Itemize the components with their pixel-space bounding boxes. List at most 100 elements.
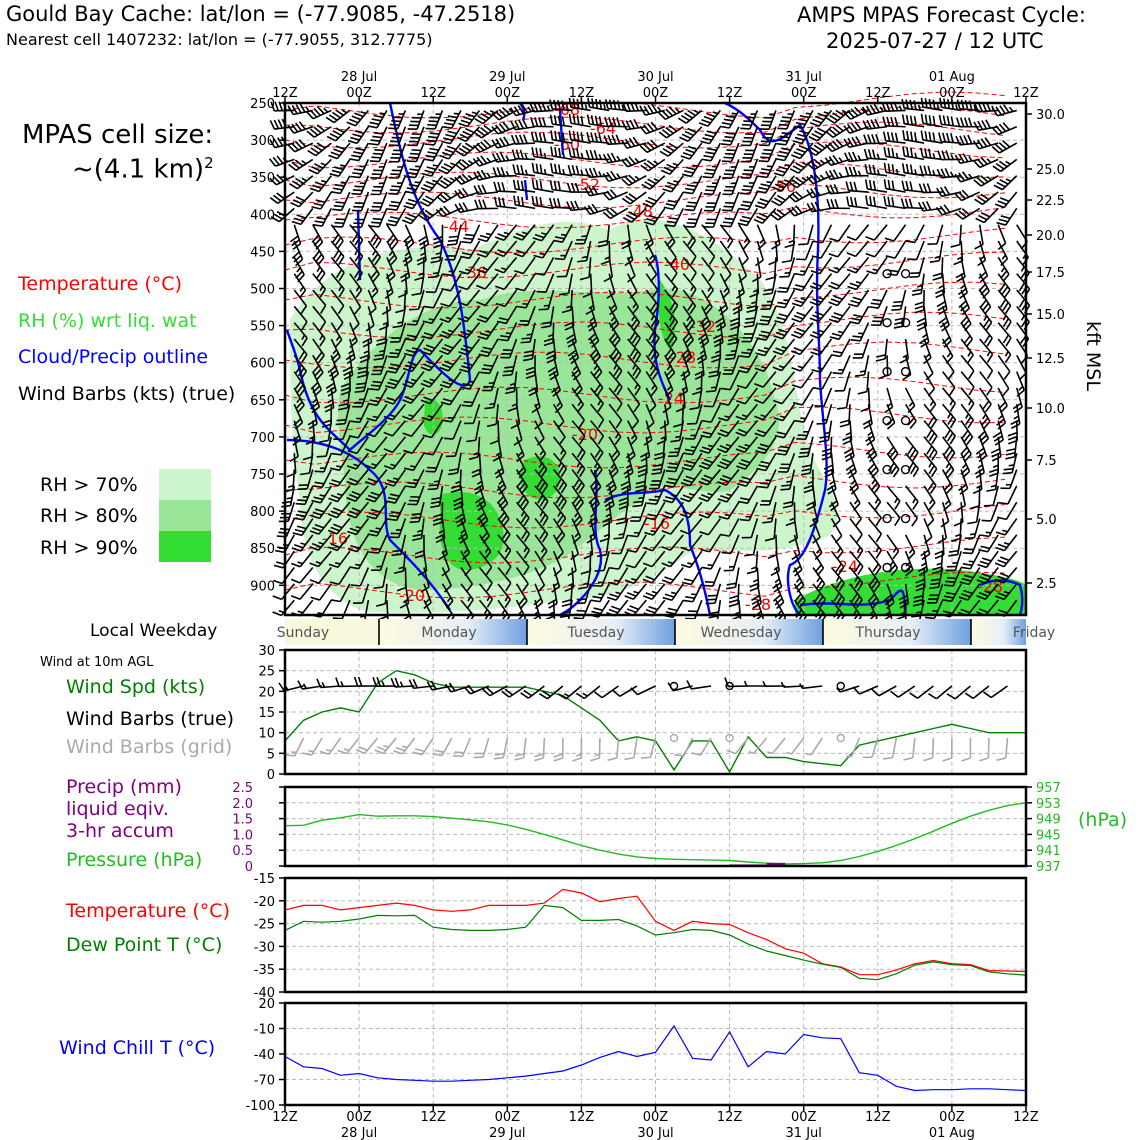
- wind-barb-feather: [350, 544, 360, 549]
- wind-barb: [477, 224, 499, 243]
- wind-barb-half-feather: [503, 231, 510, 235]
- wind-barb-feather: [568, 147, 572, 157]
- wind-barb-feather: [370, 139, 381, 142]
- wind-barb-shaft: [411, 436, 425, 454]
- wind-barb-feather: [664, 593, 675, 598]
- wind-barb-feather: [314, 163, 324, 169]
- wind-barb-feather: [868, 164, 872, 174]
- wind-barb: [369, 142, 388, 163]
- wind-barb-shaft: [867, 157, 888, 161]
- wind-barb-feather: [496, 483, 505, 492]
- wind-barb-half-feather: [582, 255, 588, 259]
- wind-barb-feather: [726, 586, 736, 590]
- wind-barb-feather: [497, 249, 507, 255]
- wind-barb: [349, 289, 362, 315]
- wind-barb-half-feather: [821, 418, 828, 422]
- wind-barb-feather: [834, 198, 839, 209]
- wind-barb-shaft: [552, 550, 563, 570]
- wind-barb-feather: [891, 197, 895, 207]
- wind-barb-feather: [334, 237, 342, 246]
- wind-barb: [407, 126, 425, 147]
- wind-barb-feather: [759, 482, 770, 485]
- wind-barb: [547, 583, 558, 609]
- wind-barb-feather: [887, 273, 897, 277]
- wind-barb: [552, 534, 564, 560]
- wind-barb-feather: [373, 357, 384, 361]
- wind-barb-half-feather: [921, 562, 927, 567]
- wind-barb-feather: [874, 118, 880, 129]
- wind-barb-shaft: [330, 305, 344, 324]
- wind-barb: [418, 207, 443, 222]
- wind-barb-feather: [760, 156, 770, 159]
- wind-barb-feather: [579, 468, 586, 478]
- wind-barb-half-feather: [524, 169, 528, 176]
- wind-barb-feather: [497, 181, 502, 192]
- wind-barb: [478, 583, 494, 608]
- wind-barb-feather: [869, 196, 873, 206]
- cell-size-value: ~(4.1 km)2: [72, 154, 214, 185]
- wind-barb-feather: [369, 160, 380, 163]
- wind-barb-feather: [539, 180, 543, 191]
- wind-barb-half-feather: [766, 181, 772, 184]
- wind-barb-feather: [420, 350, 431, 356]
- wind-barb-feather: [513, 106, 521, 116]
- wind-barb: [454, 158, 480, 171]
- wind-barb-shaft: [832, 126, 851, 139]
- legend-pressure: Pressure (hPa): [66, 849, 203, 871]
- wind-barb-shaft: [462, 158, 480, 171]
- wind-barb-feather: [312, 485, 323, 489]
- wind-barb-feather: [391, 240, 399, 250]
- wind-barb-feather: [312, 184, 322, 190]
- wind-barb: [288, 175, 314, 190]
- wind-barb-feather: [405, 338, 415, 342]
- wind-barb-feather: [330, 543, 341, 549]
- wind-barb-half-feather: [879, 106, 884, 112]
- wind-barb-feather: [367, 533, 378, 537]
- wind-barb-feather: [905, 180, 909, 191]
- wind-barb: [291, 599, 314, 617]
- wind-barb-feather: [800, 447, 810, 450]
- wind-barb-feather: [665, 611, 676, 615]
- wind-barb: [454, 502, 466, 528]
- wind-barb: [494, 256, 518, 274]
- wind-barb-shaft: [432, 436, 444, 456]
- wind-barb-shaft: [589, 273, 593, 294]
- wind-barb: [436, 191, 462, 204]
- wind-barb-feather: [427, 123, 437, 127]
- wind-barb-feather: [474, 488, 484, 495]
- wind-barb: [702, 159, 722, 179]
- wind-barb-feather: [551, 586, 560, 593]
- wind-barb: [548, 197, 573, 210]
- wind-barb-half-feather: [675, 435, 681, 439]
- wind-barb-feather: [904, 198, 909, 208]
- wind-barb-half-feather: [690, 446, 697, 449]
- wind-barb-feather: [402, 432, 412, 438]
- wind-barb-feather: [494, 124, 503, 133]
- wind-barb: [703, 175, 722, 196]
- wind-barb-half-feather: [388, 250, 394, 257]
- wind-barb: [349, 256, 363, 282]
- wind-barb: [513, 224, 536, 241]
- isotherm-line: [284, 206, 1006, 229]
- wind-barb-feather: [411, 149, 421, 152]
- wind-barb-feather: [390, 363, 400, 367]
- wind-barb: [420, 354, 444, 372]
- wind-barb: [342, 355, 354, 381]
- wind-barb-shaft: [386, 289, 392, 310]
- wind-barb-feather: [439, 193, 448, 201]
- wind-barb-feather: [409, 520, 420, 524]
- wind-barb-feather: [289, 235, 299, 243]
- wind-barb-feather: [324, 407, 334, 413]
- wind-barb-half-feather: [928, 462, 933, 468]
- wind-barb-feather: [270, 216, 280, 223]
- wind-barb-feather: [457, 301, 468, 307]
- wind-barb-shaft: [486, 224, 499, 242]
- wind-barb-feather: [427, 151, 437, 155]
- wind-barb: [852, 338, 870, 359]
- wind-barb-feather: [887, 179, 891, 190]
- wind-barb-feather: [553, 180, 558, 191]
- wind-barb-feather: [519, 498, 527, 508]
- wind-barb-feather: [883, 179, 887, 189]
- wind-barb-feather: [311, 166, 321, 172]
- wind-barb: [907, 240, 925, 261]
